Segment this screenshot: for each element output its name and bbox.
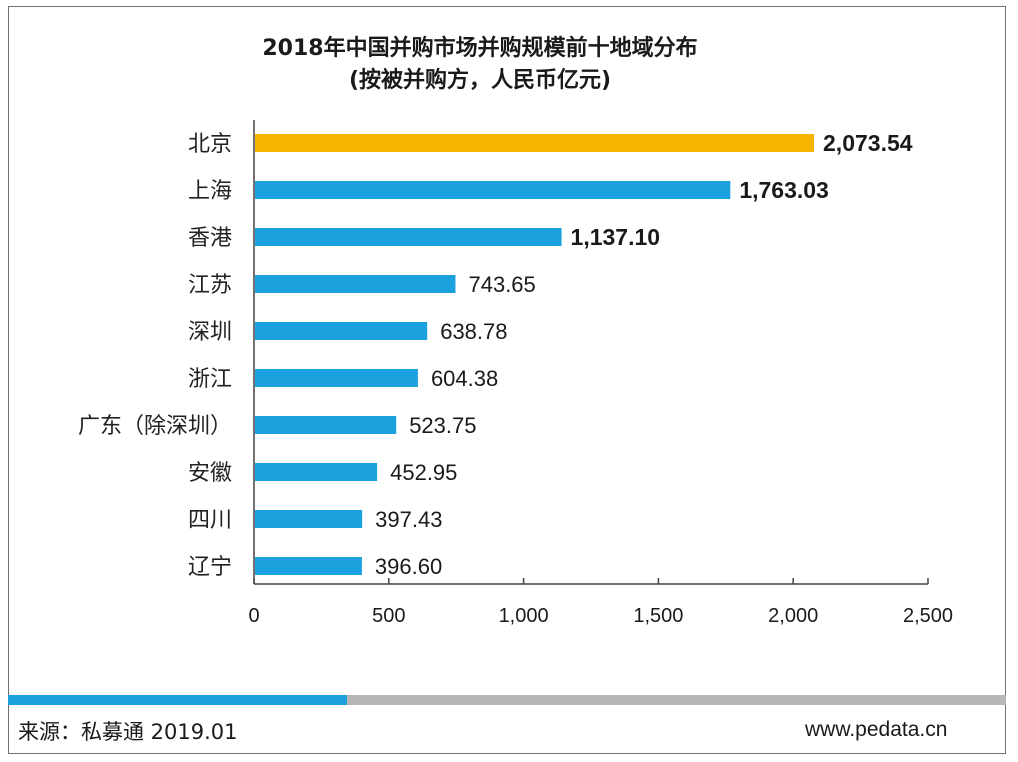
value-label: 638.78 [440,319,507,344]
category-label: 香港 [188,226,232,251]
bar [255,557,362,575]
value-label: 604.38 [431,366,498,391]
category-label: 浙江 [188,367,232,392]
chart-title: 2018年中国并购市场并购规模前十地域分布 [262,36,698,61]
bar [255,134,815,152]
bar [255,322,428,340]
source-note: 来源：私募通 2019.01 [18,720,238,744]
value-label: 397.43 [375,507,442,532]
category-label: 安徽 [188,461,232,486]
value-label: 2,073.54 [823,130,913,156]
bar [255,275,456,293]
bar [255,181,731,199]
category-label: 辽宁 [188,555,232,580]
chart-subtitle: (按被并购方，人民币亿元) [348,68,612,93]
x-tick-label: 0 [248,605,259,627]
category-label: 北京 [188,132,232,157]
chart-frame [8,6,1006,754]
progress-fill [8,695,348,705]
category-label: 深圳 [188,320,232,345]
bar [255,228,562,246]
value-label: 1,137.10 [571,224,661,250]
x-tick-label: 2,500 [903,605,953,627]
x-tick-label: 1,500 [633,605,683,627]
x-tick-label: 1,000 [499,605,549,627]
value-label: 1,763.03 [739,177,829,203]
bar [255,416,397,434]
bar-chart: 0 500 1,000 1,500 2,000 2,500 北京 2,073.54 上海 1,76… [78,120,953,627]
website-link[interactable]: www.pedata.cn [805,718,948,741]
x-tick-label: 2,000 [768,605,818,627]
value-label: 396.60 [375,554,442,579]
category-label: 江苏 [188,273,232,298]
value-label: 743.65 [468,272,535,297]
category-label: 四川 [188,508,232,533]
bar [255,510,363,528]
x-tick-label: 500 [372,605,405,627]
bar [255,463,378,481]
progress-track [8,695,1006,705]
category-label: 上海 [188,179,232,204]
category-label: 广东（除深圳） [78,414,232,439]
bar [255,369,418,387]
value-label: 452.95 [390,460,457,485]
value-label: 523.75 [409,413,476,438]
